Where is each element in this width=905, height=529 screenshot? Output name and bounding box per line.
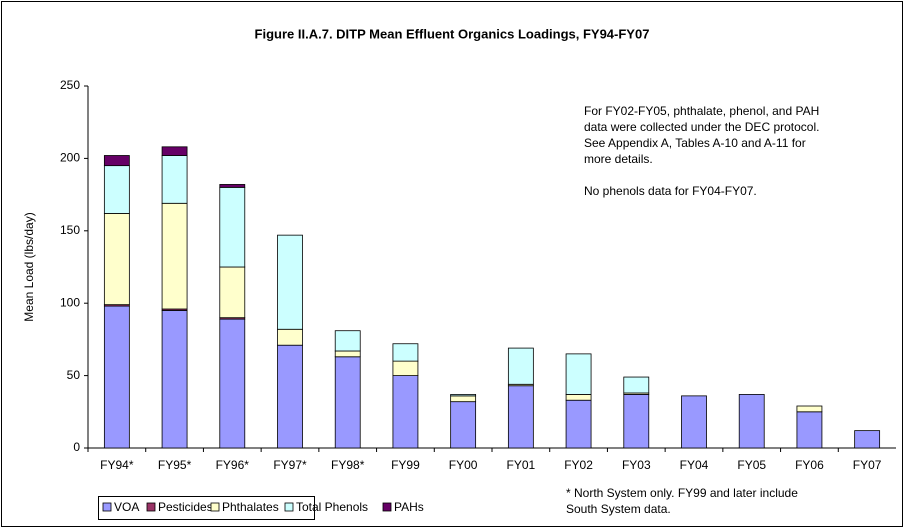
bar-segment	[623, 376, 650, 394]
legend-label: Total Phenols	[296, 500, 368, 514]
bar-segment	[565, 353, 592, 395]
x-tick-label: FY97*	[273, 458, 307, 472]
bar-segment	[219, 266, 246, 319]
y-tick-label: 250	[60, 78, 80, 92]
bar-segment	[796, 411, 823, 449]
legend-label: Pesticides	[158, 500, 213, 514]
footnote: South System data.	[566, 502, 671, 516]
bar-segment	[450, 394, 477, 397]
legend-swatch	[210, 502, 220, 512]
y-tick-label: 0	[73, 440, 80, 454]
bar-segment	[219, 186, 246, 268]
y-tick-label: 150	[60, 223, 80, 237]
x-tick-label: FY03	[622, 458, 651, 472]
y-tick-label: 100	[60, 295, 80, 309]
chart-title: Figure II.A.7. DITP Mean Effluent Organi…	[255, 26, 650, 41]
bar-segment	[161, 310, 188, 449]
bar-segment	[277, 344, 303, 449]
x-tick-label: FY00	[449, 458, 478, 472]
legend-box	[98, 496, 315, 520]
bar-segment	[219, 184, 246, 188]
bar-segment	[103, 165, 130, 214]
legend-swatch	[146, 502, 156, 512]
footnote: * North System only. FY99 and later incl…	[566, 486, 798, 500]
bar-segment	[854, 430, 881, 449]
bar-segment	[450, 401, 477, 449]
bar-segment	[392, 375, 419, 449]
bar-segment	[681, 395, 707, 449]
bar-segment	[161, 146, 188, 156]
bar-segment	[392, 343, 419, 362]
bar-segment	[277, 234, 303, 330]
bar-segment	[565, 399, 592, 449]
annotation: No phenols data for FY04-FY07.	[584, 184, 757, 198]
legend-swatch	[382, 502, 392, 512]
bar-segment	[334, 350, 361, 358]
legend-swatch	[102, 502, 112, 512]
x-tick-label: FY02	[564, 458, 593, 472]
x-tick-label: FY07	[853, 458, 882, 472]
bar-segment	[507, 385, 534, 449]
bar-segment	[219, 318, 246, 449]
x-tick-label: FY06	[795, 458, 824, 472]
x-tick-label: FY99	[391, 458, 420, 472]
bar-segment	[796, 405, 823, 413]
annotation: See Appendix A, Tables A-10 and A-11 for	[584, 136, 806, 150]
annotation: data were collected under the DEC protoc…	[584, 120, 819, 134]
x-tick-label: FY95*	[158, 458, 192, 472]
bar-segment	[277, 328, 303, 346]
legend-label: VOA	[114, 500, 139, 514]
legend-swatch	[284, 502, 294, 512]
x-tick-label: FY94*	[100, 458, 134, 472]
x-tick-label: FY04	[680, 458, 709, 472]
bar-segment	[392, 360, 419, 376]
bar-segment	[623, 394, 650, 449]
bar-segment	[334, 330, 361, 352]
bar-segment	[738, 394, 765, 449]
bar-segment	[334, 356, 361, 449]
bar-segment	[161, 155, 188, 204]
bar-segment	[161, 202, 188, 310]
bar-segment	[103, 213, 130, 306]
y-tick-label: 50	[67, 368, 81, 382]
bar-segment	[103, 155, 130, 167]
x-tick-label: FY96*	[216, 458, 250, 472]
y-axis-label: Mean Load (lbs/day)	[22, 212, 36, 321]
bar-segment	[450, 395, 477, 403]
x-tick-label: FY01	[507, 458, 536, 472]
annotation: For FY02-FY05, phthalate, phenol, and PA…	[584, 104, 819, 118]
bar-segment	[507, 347, 534, 385]
legend-label: PAHs	[394, 500, 424, 514]
legend-label: Phthalates	[222, 500, 279, 514]
bar-segment	[103, 305, 130, 449]
y-tick-label: 200	[60, 151, 80, 165]
annotation: more details.	[584, 152, 653, 166]
x-tick-label: FY98*	[331, 458, 365, 472]
x-tick-label: FY05	[737, 458, 766, 472]
bar-segment	[565, 394, 592, 401]
